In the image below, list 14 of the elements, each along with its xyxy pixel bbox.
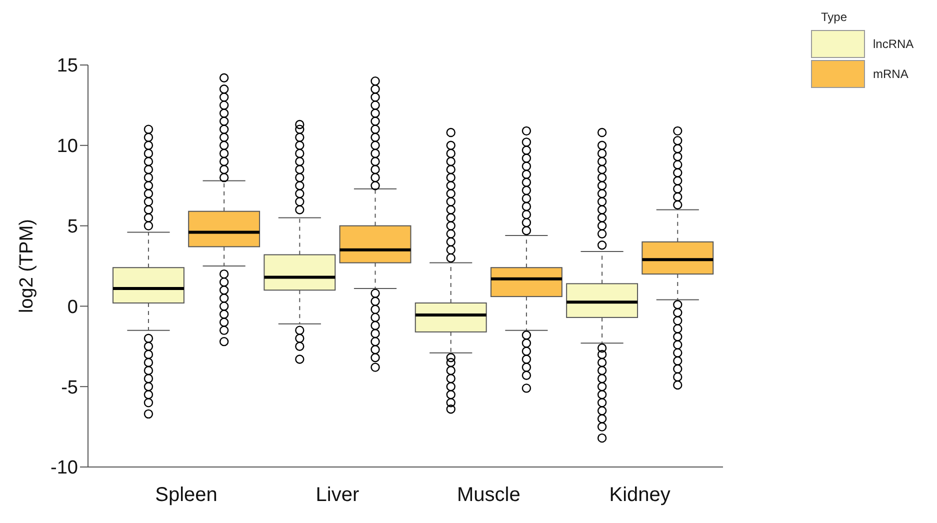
y-tick-label: 10 [56,136,78,158]
y-tick-label: -10 [50,458,78,479]
y-tick-label: 15 [56,56,78,77]
legend-label: mRNA [873,67,908,81]
y-tick-label: 5 [67,216,78,238]
y-axis-title: log2 (TPM) [16,219,38,313]
legend-label: lncRNA [873,37,914,51]
legend-title: Type [821,10,848,24]
x-tick-label: Spleen [155,484,218,506]
x-tick-label: Kidney [609,484,670,506]
x-tick-label: Muscle [456,484,520,506]
y-tick-label: -5 [61,377,78,398]
x-tick-label: Liver [316,484,360,506]
y-tick-label: 0 [67,296,78,318]
